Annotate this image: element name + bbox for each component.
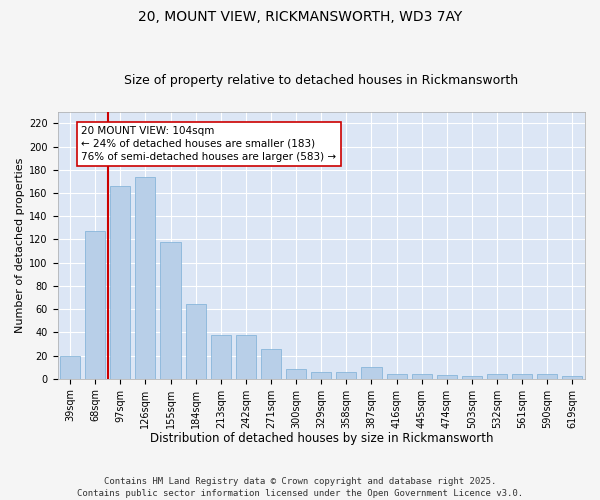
Bar (537, 374, 557, 378)
Y-axis label: Number of detached properties: Number of detached properties (15, 158, 25, 333)
Text: Contains HM Land Registry data © Crown copyright and database right 2025.
Contai: Contains HM Land Registry data © Crown c… (77, 476, 523, 498)
Bar (412, 374, 432, 378)
Bar (437, 376, 457, 378)
Bar (85, 232, 105, 378)
Bar (286, 370, 306, 378)
Bar (60, 356, 80, 378)
Bar (185, 304, 206, 378)
Bar (261, 348, 281, 378)
Bar (487, 374, 507, 378)
Bar (311, 372, 331, 378)
Bar (236, 334, 256, 378)
Bar (160, 242, 181, 378)
Bar (361, 367, 382, 378)
Text: 20, MOUNT VIEW, RICKMANSWORTH, WD3 7AY: 20, MOUNT VIEW, RICKMANSWORTH, WD3 7AY (138, 10, 462, 24)
Title: Size of property relative to detached houses in Rickmansworth: Size of property relative to detached ho… (124, 74, 518, 87)
Bar (512, 374, 532, 378)
Bar (337, 372, 356, 378)
Bar (386, 374, 407, 378)
Bar (562, 376, 583, 378)
X-axis label: Distribution of detached houses by size in Rickmansworth: Distribution of detached houses by size … (149, 432, 493, 445)
Bar (136, 177, 155, 378)
Bar (211, 334, 231, 378)
Bar (462, 376, 482, 378)
Text: 20 MOUNT VIEW: 104sqm
← 24% of detached houses are smaller (183)
76% of semi-det: 20 MOUNT VIEW: 104sqm ← 24% of detached … (82, 126, 337, 162)
Bar (110, 186, 130, 378)
